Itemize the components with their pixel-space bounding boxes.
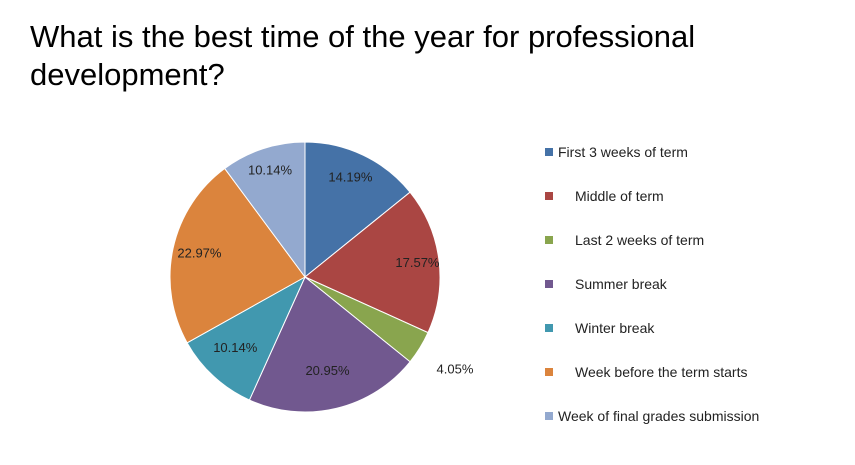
legend-label-5: Winter break: [575, 320, 655, 336]
legend-item-3: Last 2 weeks of term: [545, 232, 704, 248]
slice-value-label-2: 17.57%: [395, 255, 440, 270]
legend-swatch-4: [545, 280, 553, 288]
chart-title: What is the best time of the year for pr…: [30, 19, 696, 92]
pie-slice-5: [186, 275, 307, 401]
legend-item-6: Week before the term starts: [545, 364, 747, 380]
legend-swatch-3: [545, 236, 553, 244]
legend-item-4: Summer break: [545, 276, 667, 292]
pie-slice-6: [169, 167, 306, 344]
legend-swatch-7: [545, 412, 553, 420]
slice-value-label-4: 20.95%: [305, 363, 350, 378]
legend-label-2: Middle of term: [575, 188, 664, 204]
pie-slice-1: [304, 141, 411, 279]
slice-value-label-1: 14.19%: [328, 169, 373, 184]
legend-label-4: Summer break: [575, 276, 667, 292]
pie-chart: 14.19% 17.57% 4.05% 20.95% 10.14% 22.97% 10.14…: [169, 141, 474, 413]
pie-slice-2: [304, 191, 441, 334]
legend-swatch-5: [545, 324, 553, 332]
legend-swatch-6: [545, 368, 553, 376]
slice-value-label-3: 4.05%: [437, 361, 474, 376]
legend-item-7: Week of final grades submission: [545, 408, 759, 424]
pie-slice-4: [248, 276, 411, 413]
legend-label-7: Week of final grades submission: [558, 408, 760, 424]
pie-slice-7: [223, 141, 306, 279]
legend-item-2: Middle of term: [545, 188, 664, 204]
legend-swatch-1: [545, 148, 553, 156]
legend-item-5: Winter break: [545, 320, 654, 336]
legend-label-3: Last 2 weeks of term: [575, 232, 705, 248]
slice-value-label-5: 10.14%: [213, 340, 258, 355]
legend-label-1: First 3 weeks of term: [558, 144, 688, 160]
slice-value-label-7: 10.14%: [248, 162, 293, 177]
legend-label-6: Week before the term starts: [575, 364, 748, 380]
legend-item-1: First 3 weeks of term: [545, 144, 688, 160]
slice-value-label-6: 22.97%: [177, 246, 222, 261]
legend-swatch-2: [545, 192, 553, 200]
